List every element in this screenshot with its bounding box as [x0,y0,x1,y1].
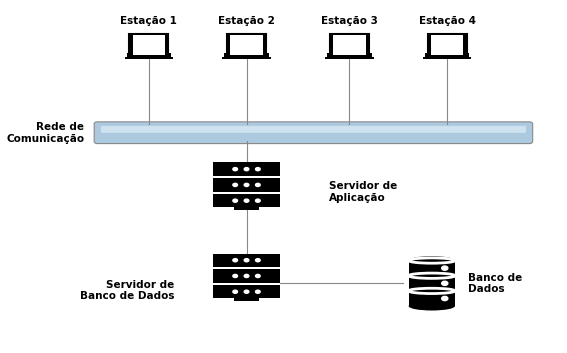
FancyBboxPatch shape [213,285,280,298]
Circle shape [244,290,249,293]
FancyBboxPatch shape [125,57,173,59]
Circle shape [442,266,448,270]
Circle shape [233,259,238,262]
Text: Rede de
Comunicação: Rede de Comunicação [6,122,84,144]
FancyBboxPatch shape [235,298,249,301]
Circle shape [233,290,238,293]
FancyBboxPatch shape [94,122,532,144]
Text: Servidor de
Banco de Dados: Servidor de Banco de Dados [80,280,175,301]
FancyBboxPatch shape [101,126,526,133]
FancyBboxPatch shape [225,53,269,58]
FancyBboxPatch shape [213,194,280,207]
FancyBboxPatch shape [431,35,463,55]
FancyBboxPatch shape [235,207,249,210]
Ellipse shape [409,256,455,265]
FancyBboxPatch shape [126,53,171,58]
FancyBboxPatch shape [327,53,371,58]
FancyBboxPatch shape [333,35,366,55]
Circle shape [256,274,260,277]
Circle shape [244,274,249,277]
Circle shape [233,199,238,202]
FancyBboxPatch shape [425,53,469,58]
FancyBboxPatch shape [213,162,280,176]
Text: Estação 3: Estação 3 [321,16,378,26]
FancyBboxPatch shape [423,57,471,59]
Circle shape [256,168,260,171]
Text: Estação 4: Estação 4 [419,16,476,26]
Ellipse shape [409,258,455,263]
Text: Servidor de
Aplicação: Servidor de Aplicação [329,181,397,203]
FancyBboxPatch shape [213,253,280,267]
FancyBboxPatch shape [222,57,270,59]
Circle shape [256,199,260,202]
Circle shape [442,297,448,301]
FancyBboxPatch shape [129,34,168,56]
Circle shape [233,274,238,277]
FancyBboxPatch shape [230,35,263,55]
FancyBboxPatch shape [227,34,266,56]
FancyBboxPatch shape [244,207,259,210]
Circle shape [256,259,260,262]
FancyBboxPatch shape [133,35,165,55]
Text: Estação 2: Estação 2 [218,16,275,26]
FancyBboxPatch shape [330,34,369,56]
Circle shape [244,168,249,171]
Circle shape [442,281,448,286]
FancyBboxPatch shape [213,269,280,283]
Ellipse shape [409,302,455,311]
Circle shape [244,199,249,202]
Circle shape [244,183,249,186]
Circle shape [256,290,260,293]
Text: Estação 1: Estação 1 [120,16,177,26]
Ellipse shape [409,288,455,294]
FancyBboxPatch shape [325,57,374,59]
Circle shape [233,168,238,171]
Text: Banco de
Dados: Banco de Dados [468,273,522,294]
Circle shape [233,183,238,186]
Ellipse shape [409,273,455,279]
FancyBboxPatch shape [213,178,280,192]
Circle shape [244,259,249,262]
FancyBboxPatch shape [428,34,467,56]
FancyBboxPatch shape [244,298,259,301]
Circle shape [256,183,260,186]
FancyBboxPatch shape [409,261,455,306]
